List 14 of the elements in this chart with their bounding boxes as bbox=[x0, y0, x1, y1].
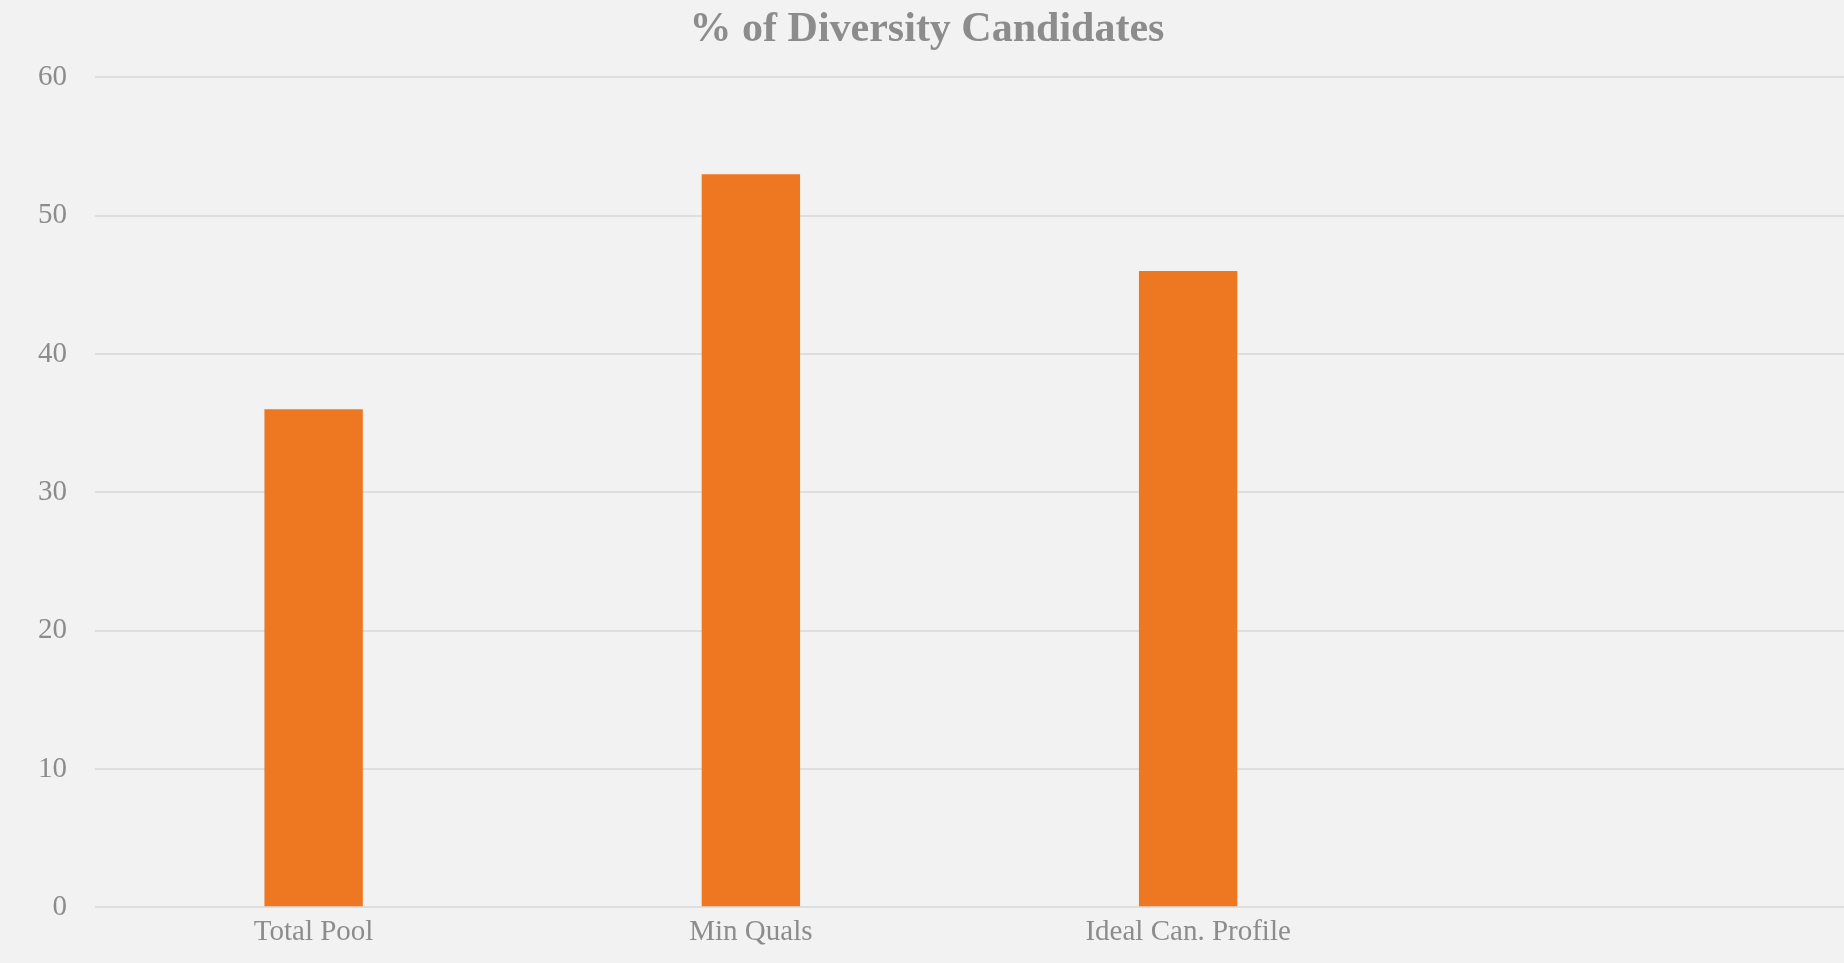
y-tick-label: 40 bbox=[38, 335, 67, 368]
y-tick-label: 60 bbox=[38, 59, 67, 92]
bar bbox=[1138, 271, 1238, 907]
x-tick-label: Total Pool bbox=[253, 914, 374, 947]
chart-title: % of Diversity Candidates bbox=[689, 4, 1165, 51]
bar bbox=[264, 409, 363, 907]
bar bbox=[701, 174, 801, 907]
x-tick-label: Ideal Can. Profile bbox=[1085, 914, 1291, 947]
y-tick-label: 10 bbox=[38, 750, 67, 783]
y-tick-label: 20 bbox=[38, 612, 67, 645]
y-tick-label: 30 bbox=[38, 473, 67, 506]
x-tick-label: Min Quals bbox=[689, 914, 813, 947]
y-tick-label: 0 bbox=[52, 888, 67, 921]
y-tick-label: 50 bbox=[38, 197, 67, 230]
